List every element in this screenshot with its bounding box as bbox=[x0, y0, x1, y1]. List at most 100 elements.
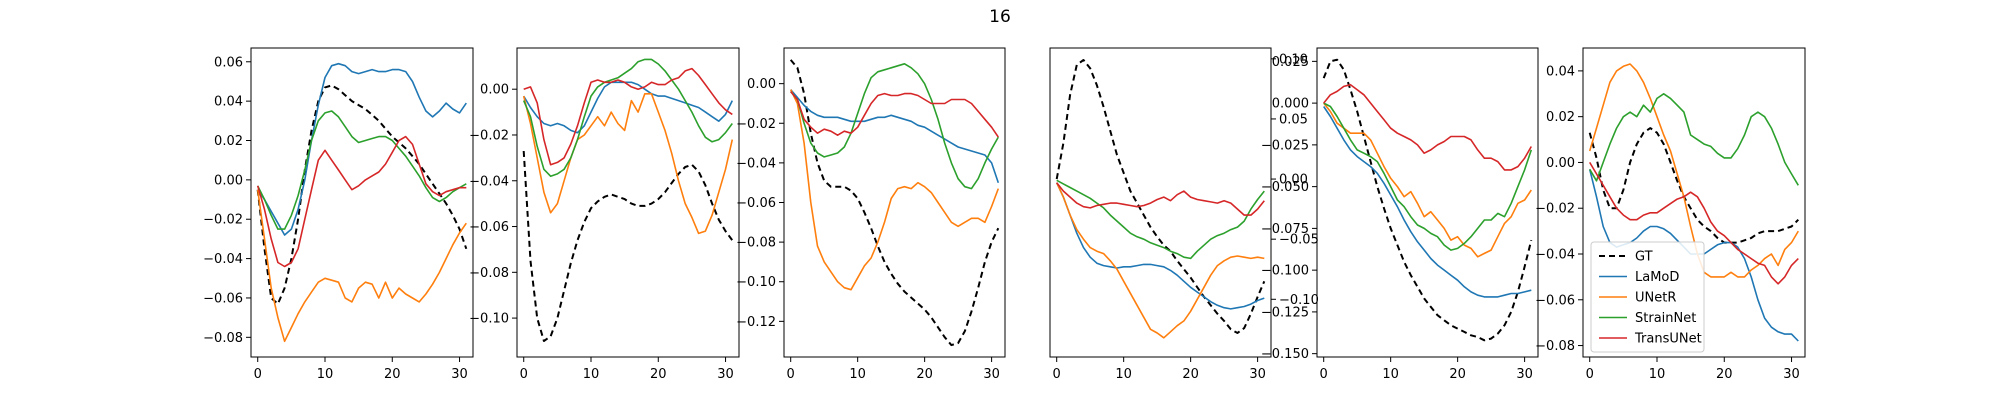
x-tick-label: 10 bbox=[317, 367, 334, 382]
y-tick-label: 0.10 bbox=[1279, 52, 1308, 67]
legend-label-transunet: TransUNet bbox=[1634, 332, 1702, 347]
legend-label-lamod: LaMoD bbox=[1635, 270, 1679, 285]
y-tick-label: −0.04 bbox=[736, 156, 776, 171]
x-tick-label: 10 bbox=[1649, 367, 1666, 382]
subplot-2: 0 10 20 30 0.00 −0.02 −0.04 −0.06 −0.08 −0.10 bbox=[469, 47, 740, 382]
series-line-lamod bbox=[1323, 106, 1532, 298]
series-line-gt bbox=[1322, 58, 1533, 342]
y-tick-label: 0.04 bbox=[1546, 64, 1575, 79]
series-line-unetr bbox=[789, 89, 1000, 291]
y-tick-label: −0.04 bbox=[1535, 248, 1575, 263]
legend-item: GT bbox=[1599, 250, 1653, 265]
subplot-1: 0 10 20 30 0.06 0.04 0.02 0.00 −0.02 −0.04 −0.06 −0… bbox=[203, 47, 474, 382]
y-tick-label: −0.125 bbox=[1261, 305, 1309, 320]
figure-title: 16 bbox=[989, 7, 1011, 27]
subplot-3: 0 10 20 30 0.00 −0.02 −0.04 −0.06 −0.08 −0.10 −0.1… bbox=[736, 47, 1006, 382]
y-tick-label: −0.075 bbox=[1261, 222, 1309, 237]
series-line-lamod bbox=[790, 89, 1000, 183]
y-tick-label: −0.02 bbox=[1535, 202, 1575, 217]
y-tick-label: −0.04 bbox=[203, 252, 243, 267]
y-tick-label: −0.02 bbox=[469, 128, 509, 143]
axes-frame bbox=[1049, 47, 1272, 358]
series-line-lamod bbox=[523, 81, 734, 134]
series-line-strainnet bbox=[256, 110, 467, 230]
axes-frame bbox=[1582, 47, 1806, 358]
series-line-lamod bbox=[257, 62, 467, 236]
series-line-unetr bbox=[1588, 63, 1799, 278]
series-line-unetr bbox=[522, 93, 734, 235]
x-tick-label: 10 bbox=[1382, 367, 1399, 382]
y-tick-label: −0.06 bbox=[469, 220, 509, 235]
y-tick-label: 0.02 bbox=[1546, 110, 1575, 125]
series-line-gt bbox=[789, 59, 1000, 347]
x-tick-label: 20 bbox=[384, 367, 401, 382]
x-tick-label: 0 bbox=[520, 367, 528, 382]
x-tick-label: 10 bbox=[1115, 367, 1132, 382]
y-tick-label: −0.06 bbox=[736, 196, 776, 211]
y-tick-label: 0.06 bbox=[214, 55, 243, 70]
y-tick-label: −0.08 bbox=[736, 236, 776, 251]
series-line-transunet bbox=[790, 91, 999, 138]
axes-frame bbox=[1316, 47, 1539, 358]
legend: GT LaMoD UNetR StrainNet TransUNet bbox=[1590, 241, 1705, 353]
series-line-unetr bbox=[256, 189, 467, 343]
y-tick-label: 0.00 bbox=[1279, 173, 1308, 188]
x-tick-label: 0 bbox=[1053, 367, 1061, 382]
y-tick-label: 0.00 bbox=[747, 77, 776, 92]
y-tick-label: −0.10 bbox=[1279, 293, 1319, 308]
series-line-gt bbox=[522, 150, 734, 342]
axes-frame bbox=[250, 47, 474, 358]
y-tick-label: −0.10 bbox=[736, 275, 776, 290]
y-tick-label: −0.10 bbox=[469, 312, 509, 327]
y-tick-label: −0.12 bbox=[736, 315, 776, 330]
x-tick-label: 30 bbox=[717, 367, 734, 382]
x-tick-label: 20 bbox=[650, 367, 667, 382]
x-tick-label: 30 bbox=[983, 367, 1000, 382]
series-line-transunet bbox=[1056, 182, 1265, 216]
legend-label-gt: GT bbox=[1635, 250, 1653, 265]
y-tick-label: −0.02 bbox=[736, 117, 776, 132]
series-line-gt bbox=[1055, 59, 1266, 334]
x-tick-label: 20 bbox=[1716, 367, 1733, 382]
y-tick-label: −0.08 bbox=[1535, 339, 1575, 354]
x-tick-label: 30 bbox=[1249, 367, 1266, 382]
y-tick-label: −0.06 bbox=[203, 291, 243, 306]
series-line-strainnet bbox=[1323, 102, 1533, 251]
series-line-strainnet bbox=[790, 62, 999, 190]
legend-label-unetr: UNetR bbox=[1635, 291, 1676, 306]
x-tick-label: 20 bbox=[1182, 367, 1199, 382]
series-line-lamod bbox=[1055, 182, 1265, 310]
legend-label-strainnet: StrainNet bbox=[1635, 311, 1696, 326]
x-tick-label: 0 bbox=[1586, 367, 1594, 382]
subplot-5: 0 10 20 30 0.025 0.000 −0.025 −0.050 −0.075 −0.10… bbox=[1261, 47, 1539, 382]
y-tick-label: −0.06 bbox=[1535, 293, 1575, 308]
x-tick-label: 10 bbox=[583, 367, 600, 382]
y-tick-label: −0.100 bbox=[1261, 264, 1309, 279]
x-tick-label: 0 bbox=[1320, 367, 1328, 382]
y-tick-label: 0.00 bbox=[1546, 156, 1575, 171]
series-line-transunet bbox=[256, 135, 467, 268]
y-tick-label: 0.00 bbox=[214, 173, 243, 188]
y-tick-label: 0.02 bbox=[214, 134, 243, 149]
y-tick-label: 0.000 bbox=[1272, 97, 1309, 112]
x-tick-label: 20 bbox=[916, 367, 933, 382]
x-tick-label: 20 bbox=[1449, 367, 1466, 382]
y-tick-label: 0.05 bbox=[1279, 112, 1308, 127]
y-tick-label: −0.08 bbox=[203, 331, 243, 346]
series-line-transunet bbox=[1589, 161, 1799, 285]
y-tick-label: −0.02 bbox=[203, 213, 243, 228]
subplot-4: 0 10 20 30 0.10 0.05 0.00 −0.05 −0.10 bbox=[1049, 47, 1319, 382]
x-tick-label: 30 bbox=[1783, 367, 1800, 382]
series-line-unetr bbox=[1323, 102, 1532, 258]
y-tick-label: −0.150 bbox=[1261, 347, 1309, 362]
x-tick-label: 0 bbox=[787, 367, 795, 382]
y-tick-label: 0.025 bbox=[1272, 55, 1309, 70]
y-tick-label: −0.025 bbox=[1261, 138, 1309, 153]
series-line-gt bbox=[256, 84, 468, 305]
y-tick-label: −0.04 bbox=[469, 174, 509, 189]
y-tick-label: −0.08 bbox=[469, 266, 509, 281]
legend-item: TransUNet bbox=[1599, 332, 1702, 347]
y-tick-label: 0.00 bbox=[480, 83, 509, 98]
series-line-gt bbox=[1588, 127, 1800, 244]
